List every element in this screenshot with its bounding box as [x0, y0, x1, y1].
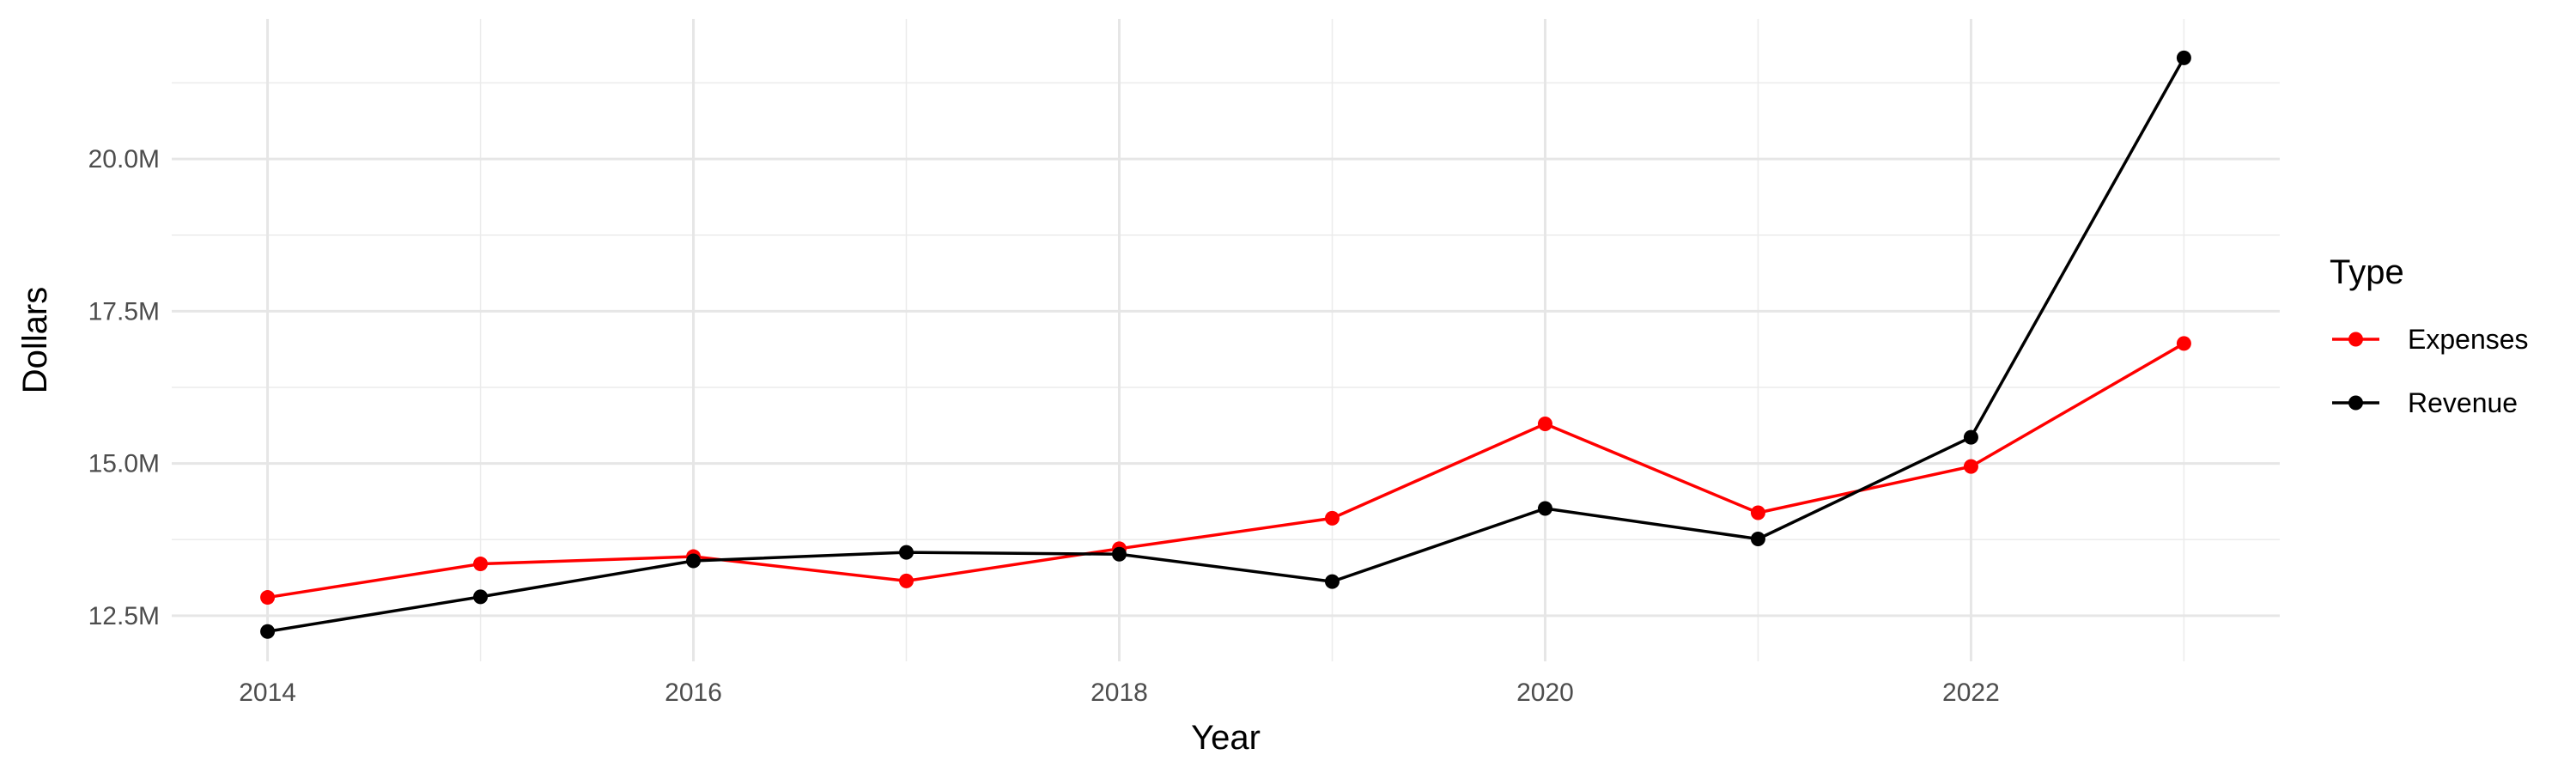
data-point-revenue	[686, 553, 702, 569]
data-point-expenses	[473, 557, 489, 572]
x-axis-title: Year	[1191, 719, 1261, 757]
data-point-revenue	[473, 589, 489, 605]
legend-label-revenue: Revenue	[2408, 387, 2518, 418]
legend-title: Type	[2330, 253, 2404, 291]
x-tick-label: 2020	[1516, 679, 1574, 707]
data-point-expenses	[260, 590, 276, 606]
y-tick-label: 20.0M	[88, 145, 160, 173]
legend-marker-expenses	[2348, 332, 2363, 347]
data-point-revenue	[1963, 429, 1978, 445]
data-point-revenue	[899, 545, 914, 560]
data-point-revenue	[1112, 546, 1127, 562]
data-point-revenue	[1750, 531, 1765, 546]
data-point-revenue	[1324, 574, 1340, 589]
data-point-expenses	[2176, 336, 2191, 351]
legend-item-expenses: Expenses	[2332, 324, 2529, 355]
legend: Type Expenses Revenue	[2330, 253, 2529, 418]
legend-item-revenue: Revenue	[2332, 387, 2518, 418]
legend-label-expenses: Expenses	[2408, 324, 2529, 355]
series-line-revenue	[267, 57, 2185, 633]
data-point-revenue	[1537, 501, 1552, 516]
data-points	[260, 50, 2191, 639]
x-tick-label: 2022	[1942, 679, 2000, 707]
y-tick-label: 12.5M	[88, 602, 160, 630]
series-line-expenses	[267, 342, 2185, 600]
x-tick-label: 2014	[239, 679, 296, 707]
x-tick-label: 2018	[1091, 679, 1148, 707]
x-tick-label: 2016	[665, 679, 722, 707]
data-point-expenses	[1324, 510, 1340, 526]
data-point-revenue	[2176, 50, 2191, 65]
legend-items: Expenses Revenue	[2332, 324, 2529, 418]
y-tick-label: 17.5M	[88, 297, 160, 326]
data-point-expenses	[899, 573, 914, 588]
data-point-revenue	[260, 624, 276, 639]
data-point-expenses	[1537, 416, 1552, 431]
grid-lines	[172, 19, 2280, 661]
y-tick-label: 15.0M	[88, 450, 160, 478]
legend-marker-revenue	[2348, 395, 2363, 411]
y-axis-title: Dollars	[16, 287, 54, 393]
data-point-expenses	[1750, 505, 1765, 520]
series-lines	[267, 57, 2185, 633]
data-point-expenses	[1963, 459, 1978, 474]
tick-labels: 12.5M 15.0M 17.5M 20.0M 2014 2016 2018 2020 2022	[88, 145, 2000, 707]
